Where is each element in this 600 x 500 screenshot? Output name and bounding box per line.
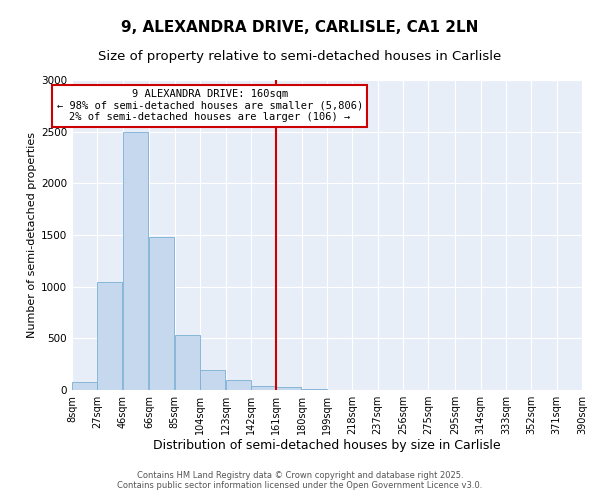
Bar <box>97 282 122 390</box>
Text: Contains HM Land Registry data © Crown copyright and database right 2025.
Contai: Contains HM Land Registry data © Crown c… <box>118 470 482 490</box>
Bar <box>149 237 175 390</box>
Text: Size of property relative to semi-detached houses in Carlisle: Size of property relative to semi-detach… <box>98 50 502 63</box>
Bar <box>175 335 200 390</box>
Bar <box>72 382 97 390</box>
Bar <box>123 132 148 390</box>
Bar <box>302 389 326 390</box>
Text: 9 ALEXANDRA DRIVE: 160sqm
← 98% of semi-detached houses are smaller (5,806)
2% o: 9 ALEXANDRA DRIVE: 160sqm ← 98% of semi-… <box>56 90 363 122</box>
Bar <box>200 370 225 390</box>
Text: 9, ALEXANDRA DRIVE, CARLISLE, CA1 2LN: 9, ALEXANDRA DRIVE, CARLISLE, CA1 2LN <box>121 20 479 35</box>
Bar <box>226 380 251 390</box>
Bar <box>251 386 276 390</box>
X-axis label: Distribution of semi-detached houses by size in Carlisle: Distribution of semi-detached houses by … <box>153 438 501 452</box>
Bar <box>276 387 301 390</box>
Y-axis label: Number of semi-detached properties: Number of semi-detached properties <box>27 132 37 338</box>
